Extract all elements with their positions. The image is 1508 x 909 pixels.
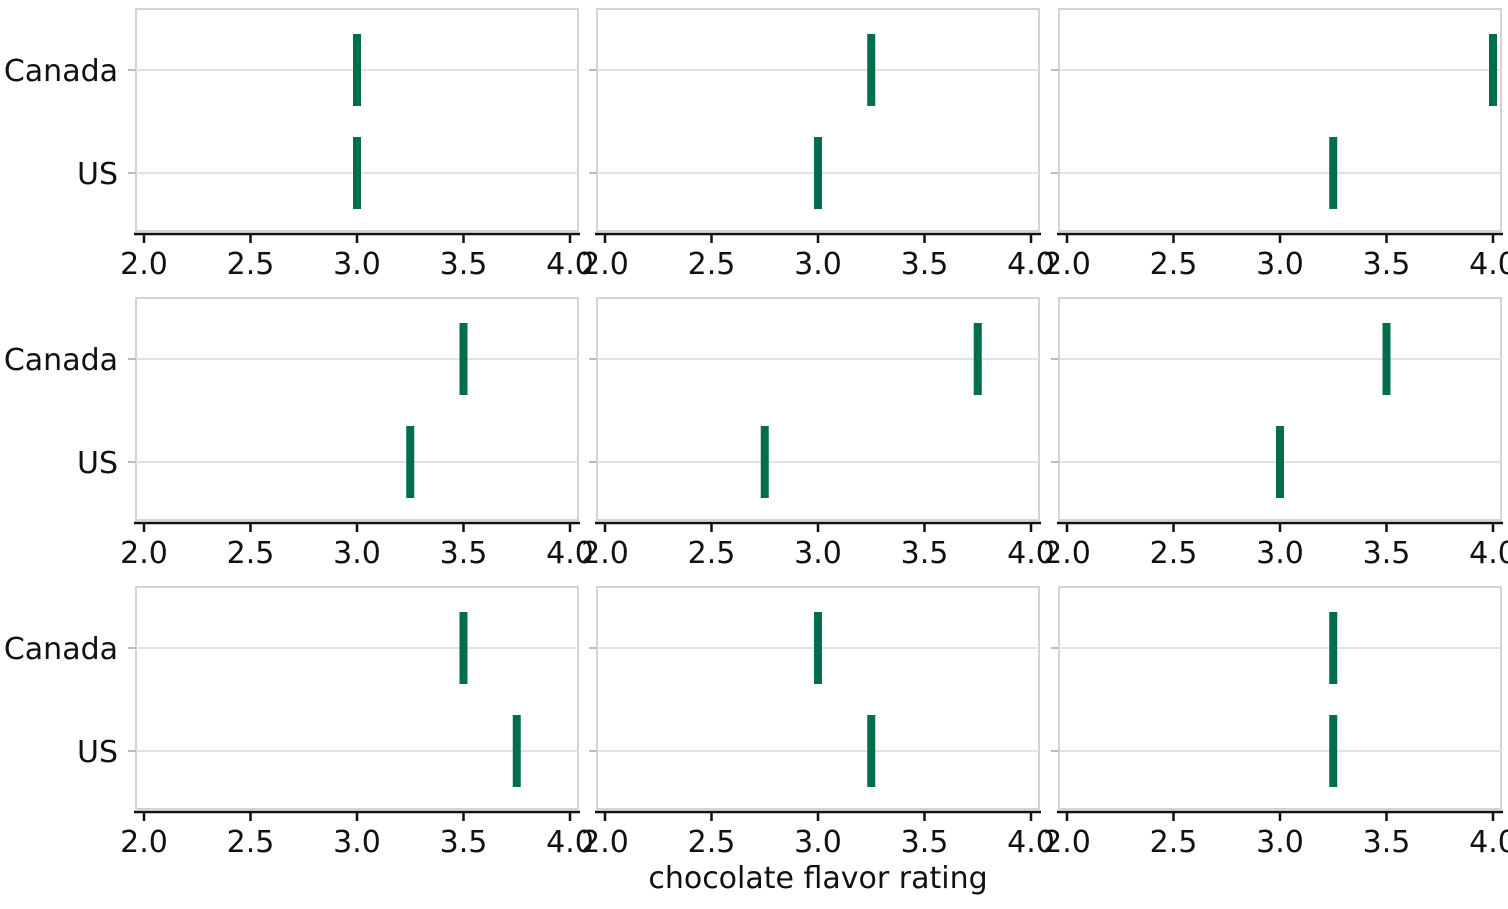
x-tick-label: 4.0 (1007, 825, 1055, 860)
y-tick-label-us: US (77, 446, 118, 481)
x-tick-label: 2.0 (120, 825, 168, 860)
mark-us (814, 137, 822, 209)
x-tick-label: 3.5 (901, 247, 949, 282)
x-tick-label: 2.0 (1043, 825, 1091, 860)
x-tick-label: 3.0 (794, 825, 842, 860)
x-tick-label: 4.0 (546, 825, 594, 860)
mark-canada (1382, 323, 1391, 395)
x-tick-label: 2.5 (227, 825, 275, 860)
mark-us (1329, 715, 1338, 787)
x-tick-label: 3.5 (901, 825, 949, 860)
x-tick-label: 4.0 (546, 247, 594, 282)
panel-frame (596, 586, 1040, 810)
mark-us (1329, 137, 1338, 209)
mark-canada (973, 323, 982, 395)
panel-frame (1058, 586, 1502, 810)
mark-canada (867, 34, 876, 106)
x-tick-label: 3.5 (1363, 825, 1411, 860)
x-tick-label: 2.0 (581, 536, 629, 571)
x-tick-label: 4.0 (1007, 247, 1055, 282)
x-tick-label: 3.0 (333, 536, 381, 571)
mark-canada (1489, 34, 1497, 106)
mark-us (512, 715, 521, 787)
panel-frame (1058, 8, 1502, 232)
x-tick-label: 2.5 (1150, 247, 1198, 282)
x-tick-label: 4.0 (1007, 536, 1055, 571)
x-tick-label: 3.5 (440, 536, 488, 571)
x-tick-label: 2.5 (1150, 825, 1198, 860)
x-tick-label: 3.5 (901, 536, 949, 571)
x-tick-label: 3.0 (333, 825, 381, 860)
x-tick-label: 3.0 (794, 536, 842, 571)
y-tick-label-canada: Canada (4, 343, 118, 378)
panel-frame (135, 8, 579, 232)
x-tick-label: 2.0 (120, 247, 168, 282)
x-tick-label: 3.0 (1256, 247, 1304, 282)
x-tick-label: 3.5 (1363, 247, 1411, 282)
x-tick-label: 4.0 (546, 536, 594, 571)
mark-canada (1329, 612, 1338, 684)
x-axis-title: chocolate flavor rating (648, 861, 987, 896)
mark-us (760, 426, 769, 498)
x-tick-label: 4.0 (1469, 247, 1508, 282)
y-tick-label-us: US (77, 735, 118, 770)
x-tick-label: 2.5 (227, 247, 275, 282)
y-tick-label-canada: Canada (4, 54, 118, 89)
x-tick-label: 2.5 (688, 247, 736, 282)
panel-frame (1058, 297, 1502, 521)
x-tick-label: 2.5 (1150, 536, 1198, 571)
y-tick-label-us: US (77, 157, 118, 192)
x-tick-label: 3.0 (794, 247, 842, 282)
mark-us (406, 426, 415, 498)
mark-us (1276, 426, 1284, 498)
y-tick-label-canada: Canada (4, 632, 118, 667)
mark-us (353, 137, 361, 209)
x-tick-label: 2.0 (120, 536, 168, 571)
x-tick-label: 3.0 (1256, 825, 1304, 860)
mark-canada (814, 612, 822, 684)
panel-frame (135, 586, 579, 810)
x-tick-label: 2.5 (227, 536, 275, 571)
x-tick-label: 4.0 (1469, 825, 1508, 860)
x-tick-label: 3.5 (440, 825, 488, 860)
x-tick-label: 2.0 (1043, 536, 1091, 571)
mark-canada (459, 323, 468, 395)
x-tick-label: 3.0 (333, 247, 381, 282)
mark-canada (353, 34, 361, 106)
x-tick-label: 3.5 (1363, 536, 1411, 571)
x-tick-label: 4.0 (1469, 536, 1508, 571)
x-tick-label: 2.5 (688, 536, 736, 571)
mark-canada (459, 612, 468, 684)
x-tick-label: 2.0 (1043, 247, 1091, 282)
mark-us (867, 715, 876, 787)
panel-frame (596, 297, 1040, 521)
x-tick-label: 3.0 (1256, 536, 1304, 571)
x-tick-label: 2.0 (581, 825, 629, 860)
x-tick-label: 3.5 (440, 247, 488, 282)
panel-frame (135, 297, 579, 521)
x-tick-label: 2.5 (688, 825, 736, 860)
x-tick-label: 2.0 (581, 247, 629, 282)
panel-frame (596, 8, 1040, 232)
